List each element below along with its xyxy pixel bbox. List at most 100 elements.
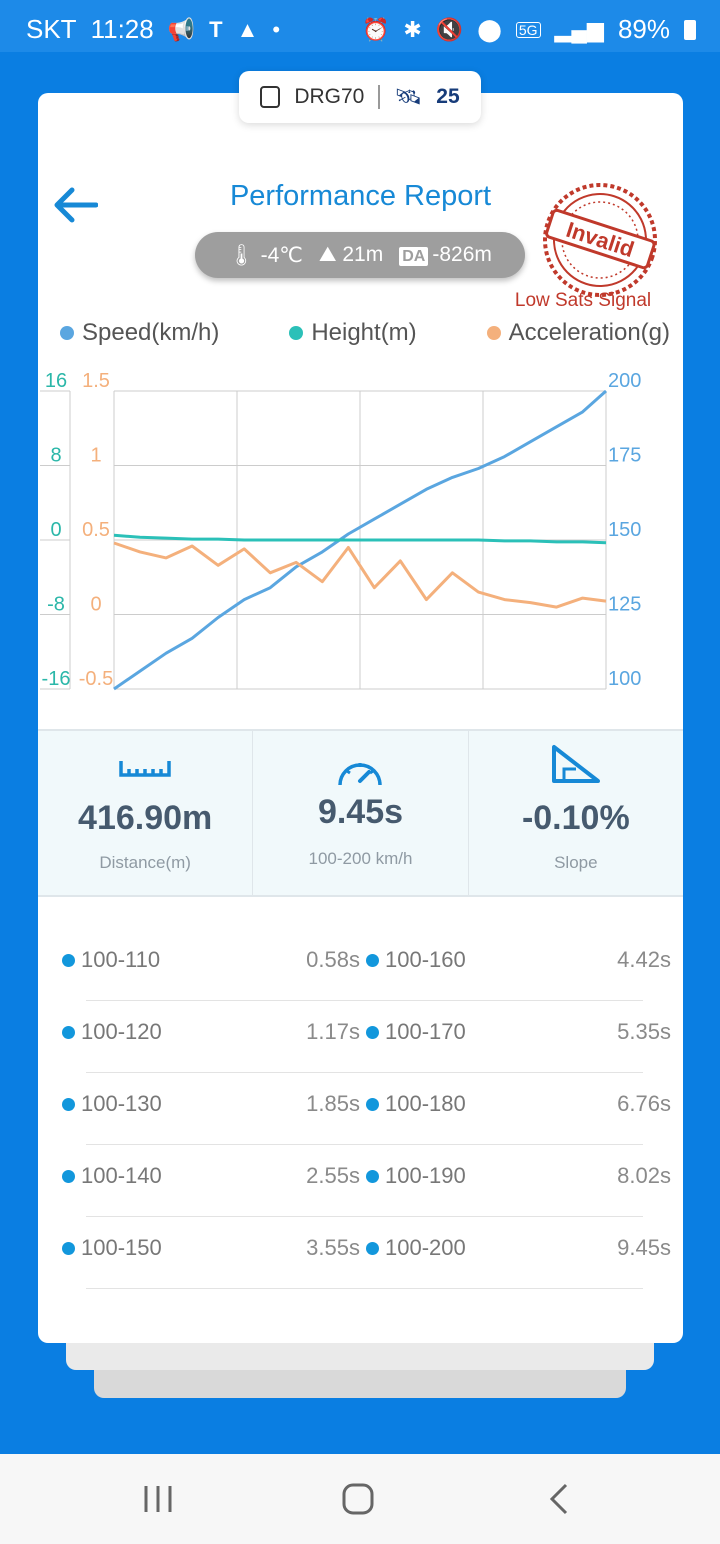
time-value: 9.45s <box>317 793 404 831</box>
clock: 11:28 <box>90 14 154 44</box>
distance-label: Distance(m) <box>99 853 191 872</box>
split-range: 100-120 <box>81 1019 162 1044</box>
split-label: 100-190 <box>366 1163 466 1189</box>
thermometer-icon: 🌡 <box>228 243 255 267</box>
split-times-list: 100-110 0.58s 100-160 4.42s 100-120 1.17s 100-… <box>58 929 671 1289</box>
split-dot <box>366 1097 379 1111</box>
da-badge: DA <box>399 247 429 266</box>
y-left-outer-tick-label: 16 <box>45 370 67 392</box>
split-label: 100-120 <box>62 1019 162 1045</box>
density-altitude-value: -826m <box>432 243 492 266</box>
split-row: 100-120 1.17s 100-170 5.35s <box>62 1001 671 1073</box>
split-dot <box>62 1169 75 1183</box>
page-title: Performance Report <box>229 180 492 212</box>
y-right-tick-label: 150 <box>608 519 641 541</box>
split-time: 5.35s <box>617 1019 671 1044</box>
y-left-inner-tick-label: -0.5 <box>79 668 113 690</box>
t-app-icon: T <box>209 16 223 42</box>
split-time: 9.45s <box>617 1235 671 1260</box>
battery-icon <box>684 19 696 40</box>
divider <box>378 85 381 109</box>
stat-slope: -0.10% Slope <box>467 731 683 895</box>
y-left-outer-tick-label: -16 <box>42 668 71 690</box>
split-label: 100-170 <box>366 1019 466 1045</box>
bluetooth-icon: ✱ <box>403 16 422 42</box>
split-row: 100-130 1.85s 100-180 6.76s <box>62 1073 671 1145</box>
split-range: 100-130 <box>81 1091 162 1116</box>
split-label: 100-110 <box>62 947 160 973</box>
split-row: 100-140 2.55s 100-190 8.02s <box>62 1145 671 1217</box>
chart-legend: Speed(km/h) Height(m) Acceleration(g) <box>60 319 670 347</box>
legend-speed-label: Speed(km/h) <box>82 319 220 346</box>
legend-accel-swatch <box>486 326 501 340</box>
split-label: 100-180 <box>366 1091 466 1117</box>
split-time: 4.42s <box>617 947 671 972</box>
system-nav-bar <box>0 1454 720 1544</box>
series-line-2 <box>113 541 607 609</box>
report-card: Performance Report 🌡 -4℃ ⛰ 21m DA -826m I… <box>38 93 683 1343</box>
split-dot <box>62 1025 75 1039</box>
status-bar: SKT 11:28 📢 T ▲ • ⏰ ✱ 🔇 ⬤ 5G ▂▄▆ 89% <box>0 0 720 52</box>
split-time: 8.02s <box>617 1163 671 1188</box>
split-range: 100-140 <box>81 1163 162 1188</box>
invalid-stamp: Invalid <box>543 183 657 297</box>
y-right-tick-label: 200 <box>608 370 641 392</box>
mountain-icon: ⛰ <box>318 243 337 266</box>
split-label: 100-140 <box>62 1163 162 1189</box>
carrier-label: SKT <box>26 14 77 44</box>
speedometer-icon <box>338 763 383 786</box>
series-line-0 <box>113 389 607 691</box>
split-dot <box>62 953 75 967</box>
split-time: 6.76s <box>617 1091 671 1116</box>
split-range: 100-190 <box>385 1163 466 1188</box>
ruler-icon <box>119 761 171 777</box>
altitude-value: 21m <box>342 243 384 266</box>
stats-panel: 416.90m Distance(m) 9.45s 100-200 km/h -… <box>38 729 683 897</box>
back-button[interactable] <box>540 1482 580 1516</box>
legend-speed: Speed(km/h) <box>60 319 219 347</box>
recent-apps-button[interactable] <box>138 1482 178 1516</box>
split-range: 100-170 <box>385 1019 466 1044</box>
split-dot <box>366 1025 379 1039</box>
split-dot <box>366 953 379 967</box>
split-label: 100-160 <box>366 947 466 973</box>
home-button[interactable] <box>338 1482 378 1516</box>
split-dot <box>62 1097 75 1111</box>
y-left-outer-tick-label: 0 <box>50 519 61 541</box>
stat-time: 9.45s 100-200 km/h <box>252 731 467 895</box>
split-range: 100-180 <box>385 1091 466 1116</box>
legend-height-swatch <box>289 326 304 340</box>
split-dot <box>366 1169 379 1183</box>
altitude-group: ⛰ 21m <box>319 243 383 267</box>
legend-speed-swatch <box>60 326 74 340</box>
split-time: 3.55s <box>306 1235 360 1260</box>
split-time: 1.85s <box>306 1091 360 1116</box>
y-left-inner-tick-label: 0 <box>90 594 101 616</box>
time-label: 100-200 km/h <box>308 849 413 868</box>
slope-icon <box>551 745 600 783</box>
low-sats-warning: Low Sats Signal <box>514 290 652 311</box>
megaphone-icon: 📢 <box>167 16 196 42</box>
density-altitude-group: DA -826m <box>399 243 492 267</box>
y-left-inner-tick-label: 1.5 <box>82 370 110 392</box>
temperature-group: 🌡 -4℃ <box>228 243 303 268</box>
location-icon: ⬤ <box>477 16 502 42</box>
split-range: 100-110 <box>81 947 161 972</box>
y-right-tick-label: 100 <box>608 668 641 690</box>
nav-app-icon: ▲ <box>236 16 259 42</box>
y-left-inner-tick-label: 0.5 <box>82 519 110 541</box>
slope-label: Slope <box>554 853 598 872</box>
legend-accel-label: Acceleration(g) <box>508 319 670 346</box>
y-left-outer-tick-label: -8 <box>47 594 65 616</box>
split-dot <box>366 1241 379 1255</box>
split-range: 100-160 <box>385 947 466 972</box>
split-label: 100-130 <box>62 1091 162 1117</box>
legend-height: Height(m) <box>289 319 417 347</box>
device-pill[interactable]: DRG70 🛰 25 <box>239 71 481 123</box>
back-arrow-icon[interactable] <box>52 185 98 225</box>
series-line-1 <box>113 533 607 545</box>
temperature-value: -4℃ <box>260 243 303 267</box>
network-5g-icon: 5G <box>515 21 541 38</box>
split-range: 100-150 <box>81 1235 162 1260</box>
alarm-icon: ⏰ <box>361 16 390 42</box>
